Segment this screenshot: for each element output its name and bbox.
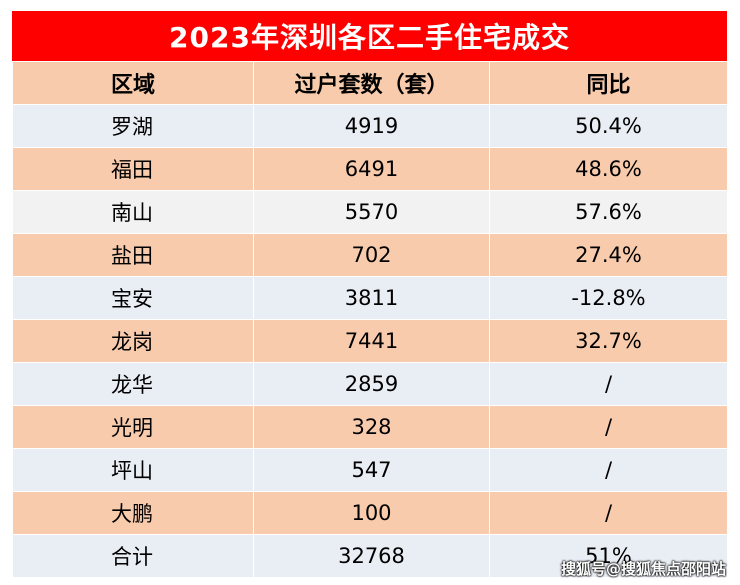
transfers-cell: 5570: [253, 190, 490, 234]
transfers-cell: 100: [253, 491, 490, 535]
district-cell: 大鹏: [12, 491, 254, 535]
district-cell: 南山: [12, 190, 254, 234]
table-row: 坪山 547 /: [12, 448, 728, 492]
table-row: 盐田 702 27.4%: [12, 233, 728, 277]
table-row: 龙华 2859 /: [12, 362, 728, 406]
total-transfers-cell: 32768: [253, 534, 490, 578]
table-row: 龙岗 7441 32.7%: [12, 319, 728, 363]
district-cell: 宝安: [12, 276, 254, 320]
transfers-cell: 3811: [253, 276, 490, 320]
district-cell: 龙岗: [12, 319, 254, 363]
header-row: 区域 过户套数（套） 同比: [12, 61, 728, 105]
data-table-container: 2023年深圳各区二手住宅成交 区域 过户套数（套） 同比 罗湖 4919 50…: [11, 11, 728, 578]
yoy-cell: 32.7%: [489, 319, 728, 363]
district-cell: 坪山: [12, 448, 254, 492]
district-cell: 罗湖: [12, 104, 254, 148]
transfers-cell: 2859: [253, 362, 490, 406]
transfers-cell: 4919: [253, 104, 490, 148]
district-cell: 光明: [12, 405, 254, 449]
yoy-cell: /: [489, 405, 728, 449]
transfers-cell: 328: [253, 405, 490, 449]
table-row: 宝安 3811 -12.8%: [12, 276, 728, 320]
total-label-cell: 合计: [12, 534, 254, 578]
source-watermark: 搜狐号@搜狐焦点邵阳站: [560, 560, 726, 578]
total-yoy-cell: 51%: [489, 534, 728, 578]
yoy-cell: 57.6%: [489, 190, 728, 234]
header-yoy: 同比: [489, 61, 728, 105]
header-district: 区域: [12, 61, 254, 105]
table-row: 南山 5570 57.6%: [12, 190, 728, 234]
district-cell: 龙华: [12, 362, 254, 406]
table-row: 福田 6491 48.6%: [12, 147, 728, 191]
transfers-cell: 547: [253, 448, 490, 492]
header-transfers: 过户套数（套）: [253, 61, 490, 105]
transfers-cell: 6491: [253, 147, 490, 191]
yoy-cell: /: [489, 491, 728, 535]
yoy-cell: 50.4%: [489, 104, 728, 148]
district-cell: 盐田: [12, 233, 254, 277]
transfers-cell: 7441: [253, 319, 490, 363]
table-row: 罗湖 4919 50.4%: [12, 104, 728, 148]
table-row: 光明 328 /: [12, 405, 728, 449]
table-row: 大鹏 100 /: [12, 491, 728, 535]
transactions-table: 区域 过户套数（套） 同比 罗湖 4919 50.4% 福田 6491 48.6…: [12, 61, 728, 578]
yoy-cell: 27.4%: [489, 233, 728, 277]
transfers-cell: 702: [253, 233, 490, 277]
total-row: 合计 32768 51%: [12, 534, 728, 578]
yoy-cell: /: [489, 448, 728, 492]
yoy-cell: /: [489, 362, 728, 406]
yoy-cell: -12.8%: [489, 276, 728, 320]
yoy-cell: 48.6%: [489, 147, 728, 191]
table-title: 2023年深圳各区二手住宅成交: [12, 11, 727, 61]
district-cell: 福田: [12, 147, 254, 191]
